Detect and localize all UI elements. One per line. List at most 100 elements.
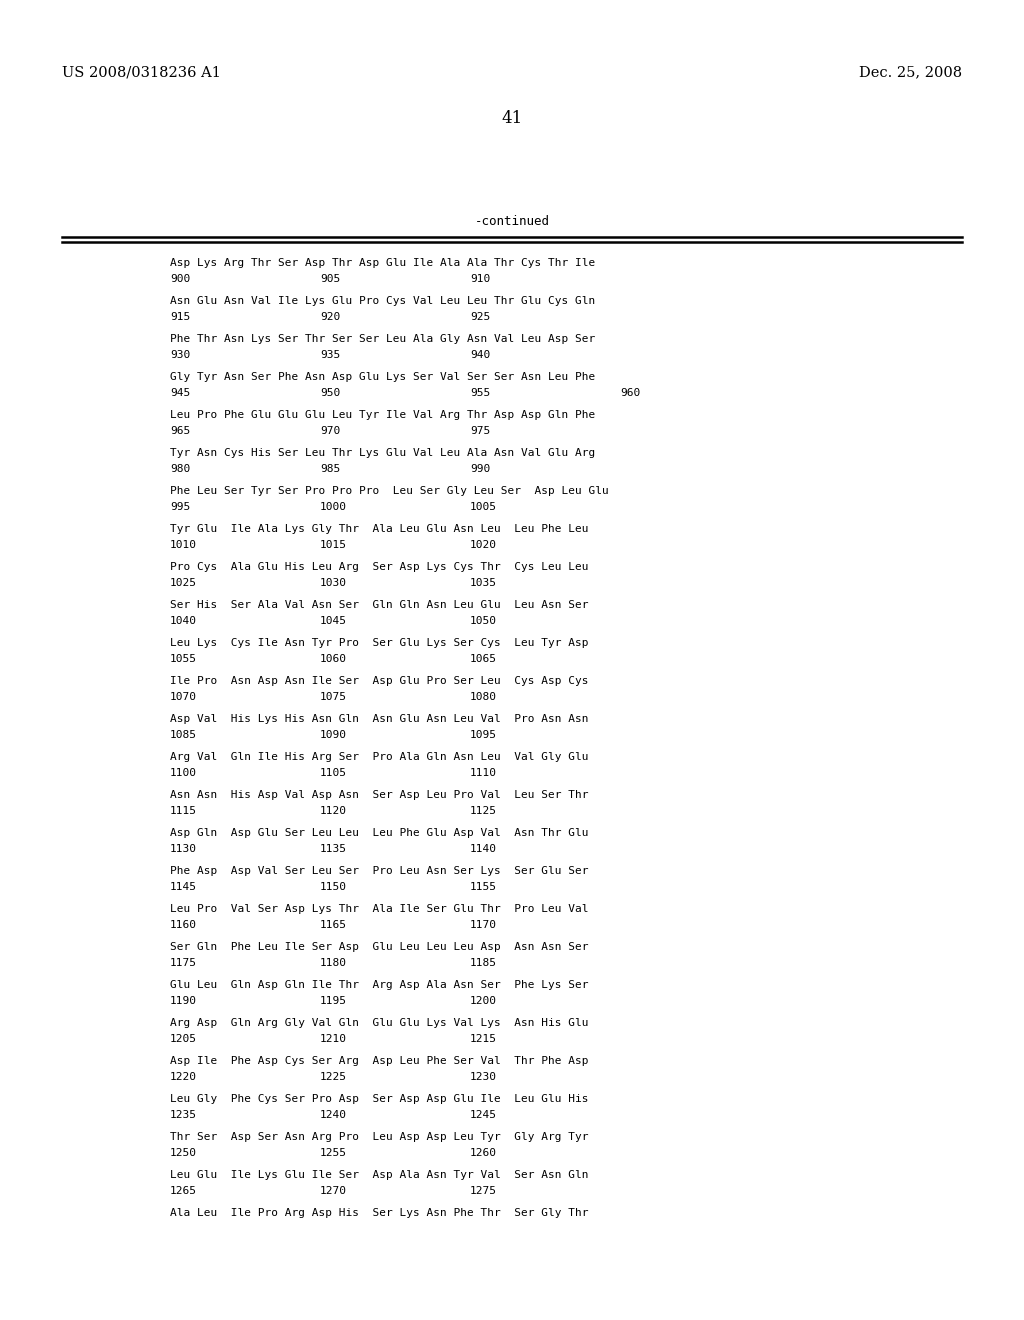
Text: 1100: 1100 xyxy=(170,768,197,777)
Text: 950: 950 xyxy=(319,388,340,399)
Text: Leu Glu  Ile Lys Glu Ile Ser  Asp Ala Asn Tyr Val  Ser Asn Gln: Leu Glu Ile Lys Glu Ile Ser Asp Ala Asn … xyxy=(170,1170,589,1180)
Text: 1275: 1275 xyxy=(470,1185,497,1196)
Text: 1175: 1175 xyxy=(170,958,197,968)
Text: US 2008/0318236 A1: US 2008/0318236 A1 xyxy=(62,65,221,79)
Text: 1030: 1030 xyxy=(319,578,347,587)
Text: 1155: 1155 xyxy=(470,882,497,892)
Text: Asp Val  His Lys His Asn Gln  Asn Glu Asn Leu Val  Pro Asn Asn: Asp Val His Lys His Asn Gln Asn Glu Asn … xyxy=(170,714,589,723)
Text: 925: 925 xyxy=(470,312,490,322)
Text: 1220: 1220 xyxy=(170,1072,197,1082)
Text: 1035: 1035 xyxy=(470,578,497,587)
Text: 1010: 1010 xyxy=(170,540,197,550)
Text: 1105: 1105 xyxy=(319,768,347,777)
Text: 930: 930 xyxy=(170,350,190,360)
Text: 990: 990 xyxy=(470,465,490,474)
Text: Phe Thr Asn Lys Ser Thr Ser Ser Leu Ala Gly Asn Val Leu Asp Ser: Phe Thr Asn Lys Ser Thr Ser Ser Leu Ala … xyxy=(170,334,595,345)
Text: Tyr Asn Cys His Ser Leu Thr Lys Glu Val Leu Ala Asn Val Glu Arg: Tyr Asn Cys His Ser Leu Thr Lys Glu Val … xyxy=(170,447,595,458)
Text: Leu Gly  Phe Cys Ser Pro Asp  Ser Asp Asp Glu Ile  Leu Glu His: Leu Gly Phe Cys Ser Pro Asp Ser Asp Asp … xyxy=(170,1094,589,1104)
Text: Pro Cys  Ala Glu His Leu Arg  Ser Asp Lys Cys Thr  Cys Leu Leu: Pro Cys Ala Glu His Leu Arg Ser Asp Lys … xyxy=(170,562,589,572)
Text: 1160: 1160 xyxy=(170,920,197,931)
Text: Asn Asn  His Asp Val Asp Asn  Ser Asp Leu Pro Val  Leu Ser Thr: Asn Asn His Asp Val Asp Asn Ser Asp Leu … xyxy=(170,789,589,800)
Text: 1235: 1235 xyxy=(170,1110,197,1119)
Text: 1250: 1250 xyxy=(170,1148,197,1158)
Text: Phe Asp  Asp Val Ser Leu Ser  Pro Leu Asn Ser Lys  Ser Glu Ser: Phe Asp Asp Val Ser Leu Ser Pro Leu Asn … xyxy=(170,866,589,876)
Text: 1045: 1045 xyxy=(319,616,347,626)
Text: 1075: 1075 xyxy=(319,692,347,702)
Text: 1135: 1135 xyxy=(319,843,347,854)
Text: 1145: 1145 xyxy=(170,882,197,892)
Text: 1210: 1210 xyxy=(319,1034,347,1044)
Text: 1115: 1115 xyxy=(170,807,197,816)
Text: 1070: 1070 xyxy=(170,692,197,702)
Text: 1170: 1170 xyxy=(470,920,497,931)
Text: 1025: 1025 xyxy=(170,578,197,587)
Text: 1120: 1120 xyxy=(319,807,347,816)
Text: 1085: 1085 xyxy=(170,730,197,741)
Text: 985: 985 xyxy=(319,465,340,474)
Text: 1095: 1095 xyxy=(470,730,497,741)
Text: 41: 41 xyxy=(502,110,522,127)
Text: -continued: -continued xyxy=(474,215,550,228)
Text: Thr Ser  Asp Ser Asn Arg Pro  Leu Asp Asp Leu Tyr  Gly Arg Tyr: Thr Ser Asp Ser Asn Arg Pro Leu Asp Asp … xyxy=(170,1133,589,1142)
Text: 1090: 1090 xyxy=(319,730,347,741)
Text: Tyr Glu  Ile Ala Lys Gly Thr  Ala Leu Glu Asn Leu  Leu Phe Leu: Tyr Glu Ile Ala Lys Gly Thr Ala Leu Glu … xyxy=(170,524,589,535)
Text: Asp Gln  Asp Glu Ser Leu Leu  Leu Phe Glu Asp Val  Asn Thr Glu: Asp Gln Asp Glu Ser Leu Leu Leu Phe Glu … xyxy=(170,828,589,838)
Text: 1195: 1195 xyxy=(319,997,347,1006)
Text: 1270: 1270 xyxy=(319,1185,347,1196)
Text: 910: 910 xyxy=(470,275,490,284)
Text: 995: 995 xyxy=(170,502,190,512)
Text: 900: 900 xyxy=(170,275,190,284)
Text: 1260: 1260 xyxy=(470,1148,497,1158)
Text: 1020: 1020 xyxy=(470,540,497,550)
Text: Asp Lys Arg Thr Ser Asp Thr Asp Glu Ile Ala Ala Thr Cys Thr Ile: Asp Lys Arg Thr Ser Asp Thr Asp Glu Ile … xyxy=(170,257,595,268)
Text: 1225: 1225 xyxy=(319,1072,347,1082)
Text: Arg Asp  Gln Arg Gly Val Gln  Glu Glu Lys Val Lys  Asn His Glu: Arg Asp Gln Arg Gly Val Gln Glu Glu Lys … xyxy=(170,1018,589,1028)
Text: 1200: 1200 xyxy=(470,997,497,1006)
Text: 935: 935 xyxy=(319,350,340,360)
Text: 945: 945 xyxy=(170,388,190,399)
Text: 1005: 1005 xyxy=(470,502,497,512)
Text: 1150: 1150 xyxy=(319,882,347,892)
Text: 975: 975 xyxy=(470,426,490,436)
Text: 1110: 1110 xyxy=(470,768,497,777)
Text: 1190: 1190 xyxy=(170,997,197,1006)
Text: 1015: 1015 xyxy=(319,540,347,550)
Text: Asn Glu Asn Val Ile Lys Glu Pro Cys Val Leu Leu Thr Glu Cys Gln: Asn Glu Asn Val Ile Lys Glu Pro Cys Val … xyxy=(170,296,595,306)
Text: 1125: 1125 xyxy=(470,807,497,816)
Text: 905: 905 xyxy=(319,275,340,284)
Text: 1065: 1065 xyxy=(470,653,497,664)
Text: Glu Leu  Gln Asp Gln Ile Thr  Arg Asp Ala Asn Ser  Phe Lys Ser: Glu Leu Gln Asp Gln Ile Thr Arg Asp Ala … xyxy=(170,979,589,990)
Text: 970: 970 xyxy=(319,426,340,436)
Text: Leu Pro  Val Ser Asp Lys Thr  Ala Ile Ser Glu Thr  Pro Leu Val: Leu Pro Val Ser Asp Lys Thr Ala Ile Ser … xyxy=(170,904,589,913)
Text: Phe Leu Ser Tyr Ser Pro Pro Pro  Leu Ser Gly Leu Ser  Asp Leu Glu: Phe Leu Ser Tyr Ser Pro Pro Pro Leu Ser … xyxy=(170,486,608,496)
Text: 965: 965 xyxy=(170,426,190,436)
Text: 1055: 1055 xyxy=(170,653,197,664)
Text: 1060: 1060 xyxy=(319,653,347,664)
Text: 1050: 1050 xyxy=(470,616,497,626)
Text: 1185: 1185 xyxy=(470,958,497,968)
Text: 1130: 1130 xyxy=(170,843,197,854)
Text: 1180: 1180 xyxy=(319,958,347,968)
Text: 1205: 1205 xyxy=(170,1034,197,1044)
Text: 1000: 1000 xyxy=(319,502,347,512)
Text: 960: 960 xyxy=(620,388,640,399)
Text: 915: 915 xyxy=(170,312,190,322)
Text: 955: 955 xyxy=(470,388,490,399)
Text: 1255: 1255 xyxy=(319,1148,347,1158)
Text: 1265: 1265 xyxy=(170,1185,197,1196)
Text: 1080: 1080 xyxy=(470,692,497,702)
Text: Arg Val  Gln Ile His Arg Ser  Pro Ala Gln Asn Leu  Val Gly Glu: Arg Val Gln Ile His Arg Ser Pro Ala Gln … xyxy=(170,752,589,762)
Text: Ser Gln  Phe Leu Ile Ser Asp  Glu Leu Leu Leu Asp  Asn Asn Ser: Ser Gln Phe Leu Ile Ser Asp Glu Leu Leu … xyxy=(170,942,589,952)
Text: Leu Pro Phe Glu Glu Glu Leu Tyr Ile Val Arg Thr Asp Asp Gln Phe: Leu Pro Phe Glu Glu Glu Leu Tyr Ile Val … xyxy=(170,411,595,420)
Text: Asp Ile  Phe Asp Cys Ser Arg  Asp Leu Phe Ser Val  Thr Phe Asp: Asp Ile Phe Asp Cys Ser Arg Asp Leu Phe … xyxy=(170,1056,589,1067)
Text: Ile Pro  Asn Asp Asn Ile Ser  Asp Glu Pro Ser Leu  Cys Asp Cys: Ile Pro Asn Asp Asn Ile Ser Asp Glu Pro … xyxy=(170,676,589,686)
Text: 1245: 1245 xyxy=(470,1110,497,1119)
Text: 1140: 1140 xyxy=(470,843,497,854)
Text: Dec. 25, 2008: Dec. 25, 2008 xyxy=(859,65,962,79)
Text: 980: 980 xyxy=(170,465,190,474)
Text: 1215: 1215 xyxy=(470,1034,497,1044)
Text: 1230: 1230 xyxy=(470,1072,497,1082)
Text: Ser His  Ser Ala Val Asn Ser  Gln Gln Asn Leu Glu  Leu Asn Ser: Ser His Ser Ala Val Asn Ser Gln Gln Asn … xyxy=(170,601,589,610)
Text: 1165: 1165 xyxy=(319,920,347,931)
Text: 940: 940 xyxy=(470,350,490,360)
